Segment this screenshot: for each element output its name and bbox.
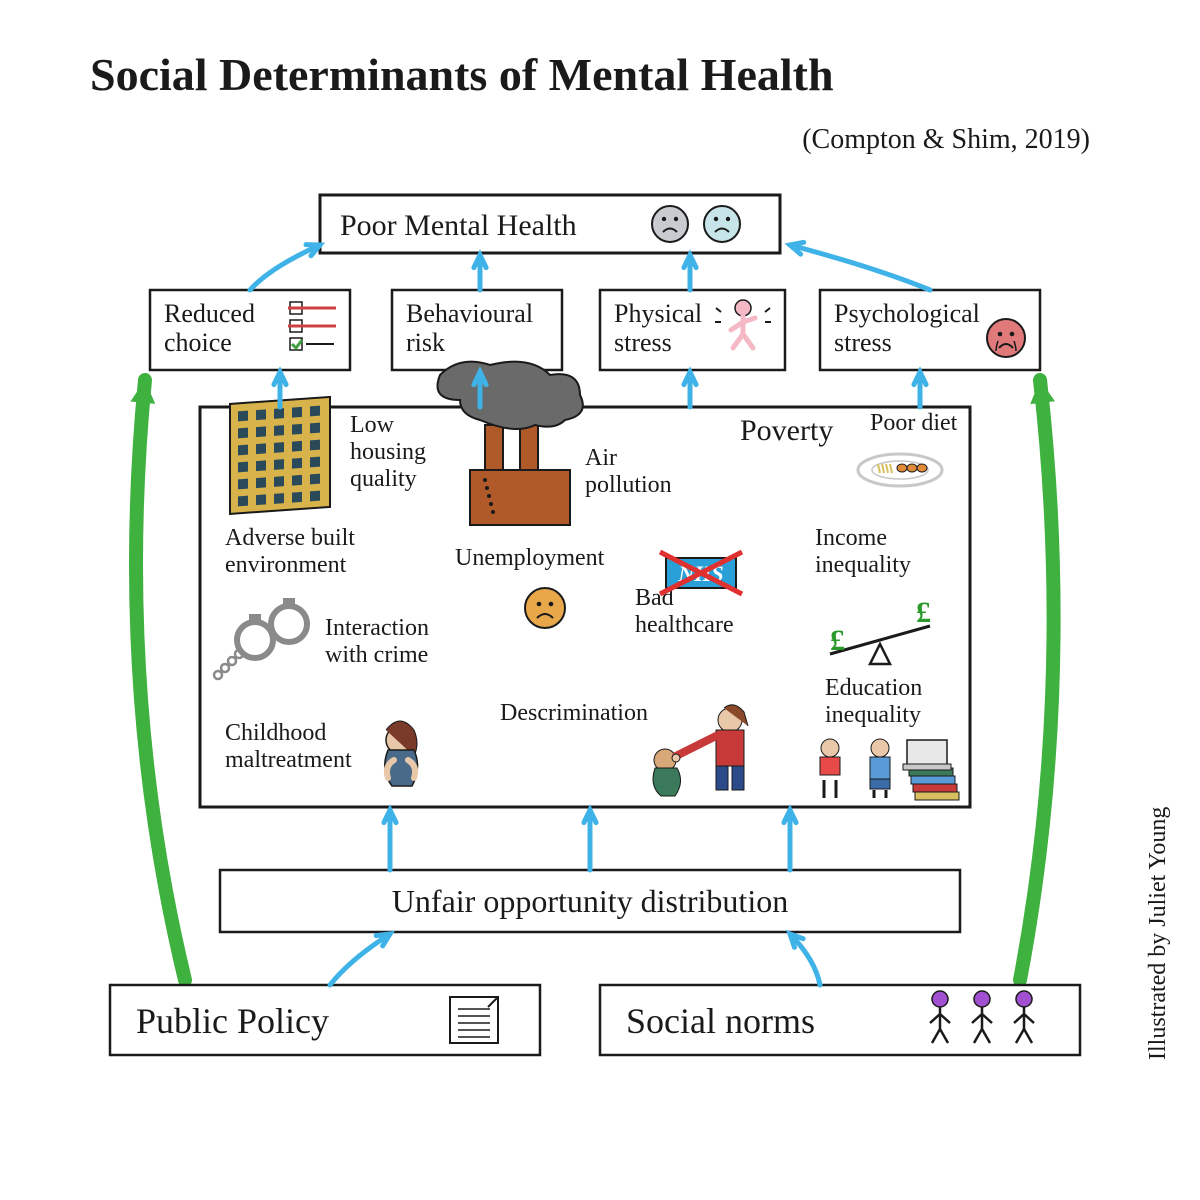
svg-text:£: £ [916,596,931,629]
svg-text:Descrimination: Descrimination [500,700,648,726]
svg-text:Physical: Physical [614,299,702,328]
illustration-credit: Illustrated by Juliet Young [1145,807,1171,1060]
svg-text:maltreatment: maltreatment [225,747,352,773]
svg-text:Social Determinants of Mental: Social Determinants of Mental Health [90,49,834,100]
svg-text:Interaction: Interaction [325,615,429,641]
svg-text:Psychological: Psychological [834,299,980,328]
svg-text:Behavioural: Behavioural [406,299,533,328]
arrow-blue [790,245,930,290]
factor-descrimination: Descrimination [500,700,648,726]
svg-text:Income: Income [815,525,887,551]
arrow-green [1020,380,1054,980]
factor-poverty: Poverty [740,414,833,447]
svg-text:risk: risk [406,328,445,357]
unfair-box-label: Unfair opportunity distribution [392,883,788,919]
public-policy-label: Public Policy [136,1001,329,1041]
svg-text:Adverse built: Adverse built [225,525,355,551]
svg-text:Childhood: Childhood [225,720,326,746]
factor-adverse-built: Adverse builtenvironment [225,525,355,578]
factor-education-inequality: Educationinequality [825,675,922,728]
svg-text:inequality: inequality [825,702,921,728]
factor-poor-diet: Poor diet [870,410,958,436]
svg-text:healthcare: healthcare [635,612,734,638]
svg-text:pollution: pollution [585,472,672,498]
svg-text:inequality: inequality [815,552,911,578]
arrow-blue [250,245,320,290]
svg-text:Poor diet: Poor diet [870,410,958,436]
page-title: Social Determinants of Mental Health [90,49,834,100]
factor-interaction-crime: Interactionwith crime [325,615,429,668]
factor-unemployment: Unemployment [455,545,605,571]
arrow-green [136,380,185,980]
svg-text:£: £ [830,624,845,657]
arrow-blue [330,934,390,985]
svg-text:Education: Education [825,675,922,701]
svg-text:(Compton & Shim, 2019): (Compton & Shim, 2019) [802,124,1090,155]
svg-text:Low: Low [350,412,395,438]
top-box-label: Poor Mental Health [340,209,577,242]
social-norms-label: Social norms [626,1001,815,1041]
svg-text:Poverty: Poverty [740,414,833,447]
svg-text:Unemployment: Unemployment [455,545,605,571]
svg-text:choice: choice [164,328,232,357]
svg-text:environment: environment [225,552,347,578]
svg-text:quality: quality [350,466,417,492]
svg-text:Reduced: Reduced [164,299,255,328]
page-subtitle: (Compton & Shim, 2019) [802,124,1090,155]
svg-text:housing: housing [350,439,426,465]
svg-text:Air: Air [585,445,617,471]
svg-text:stress: stress [834,328,892,357]
svg-text:with crime: with crime [325,642,428,668]
svg-text:stress: stress [614,328,672,357]
